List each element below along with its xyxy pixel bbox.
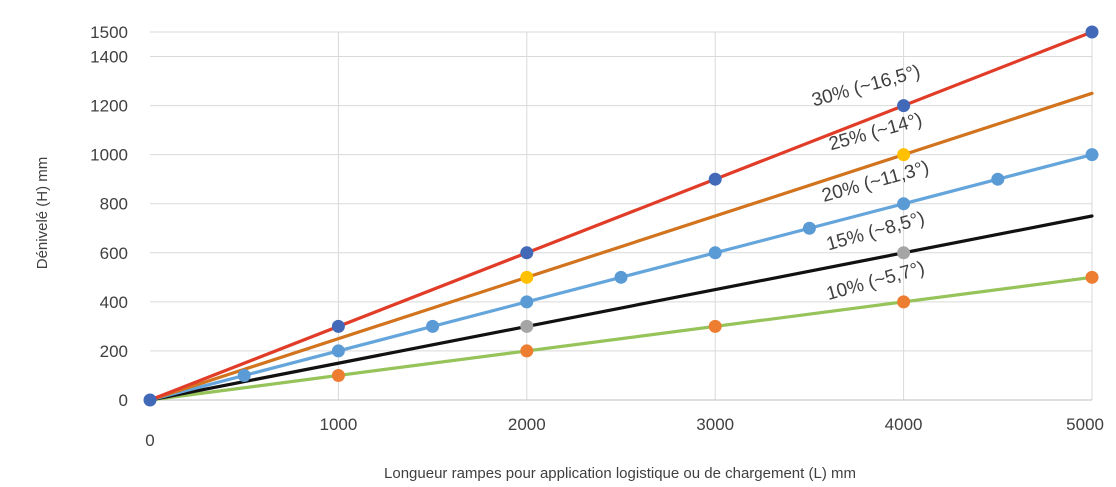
data-point — [1085, 25, 1099, 39]
data-point — [802, 221, 816, 235]
x-tick-label: 4000 — [885, 415, 923, 434]
y-tick-label: 1400 — [90, 48, 128, 67]
data-point — [897, 295, 911, 309]
y-tick-label: 1500 — [90, 23, 128, 42]
data-point — [520, 319, 534, 333]
x-tick-label: 0 — [145, 431, 154, 450]
data-point — [331, 368, 345, 382]
series-line — [148, 275, 1094, 402]
y-tick-label: 800 — [100, 195, 128, 214]
data-point — [331, 319, 345, 333]
data-point — [1085, 270, 1099, 284]
data-point — [897, 99, 911, 113]
y-tick-label: 600 — [100, 244, 128, 263]
y-tick-label: 200 — [100, 342, 128, 361]
data-point — [897, 148, 911, 162]
data-point — [520, 246, 534, 260]
series-line — [148, 30, 1094, 402]
x-tick-label: 2000 — [508, 415, 546, 434]
data-point — [520, 270, 534, 284]
series-points — [143, 25, 1099, 407]
x-tick-label: 5000 — [1066, 415, 1104, 434]
series-line — [148, 91, 1094, 402]
x-axis-title: Longueur rampes pour application logisti… — [384, 465, 856, 482]
axes: 0 200 400 600 800 1000 1200 1400 1500 0 1000 2000 30… — [90, 23, 1104, 450]
data-point — [614, 270, 628, 284]
x-tick-label: 1000 — [319, 415, 357, 434]
y-axis-title: Dénivelé (H) mm — [34, 157, 51, 270]
data-point — [331, 344, 345, 358]
series-lines — [148, 30, 1094, 402]
series-label: 15% (~8,5°) — [824, 208, 927, 255]
data-point — [520, 344, 534, 358]
data-point — [991, 172, 1005, 186]
data-point — [143, 393, 157, 407]
data-point — [897, 197, 911, 211]
data-point — [237, 368, 251, 382]
data-point — [520, 295, 534, 309]
y-tick-label: 1200 — [90, 97, 128, 116]
data-point — [708, 246, 722, 260]
x-tick-label: 3000 — [696, 415, 734, 434]
series-line — [148, 214, 1094, 402]
data-point — [1085, 148, 1099, 162]
data-point — [708, 319, 722, 333]
y-tick-label: 0 — [119, 391, 128, 410]
data-point — [708, 172, 722, 186]
y-tick-label: 1000 — [90, 146, 128, 165]
y-tick-label: 400 — [100, 293, 128, 312]
data-point — [426, 319, 440, 333]
data-point — [897, 246, 911, 260]
